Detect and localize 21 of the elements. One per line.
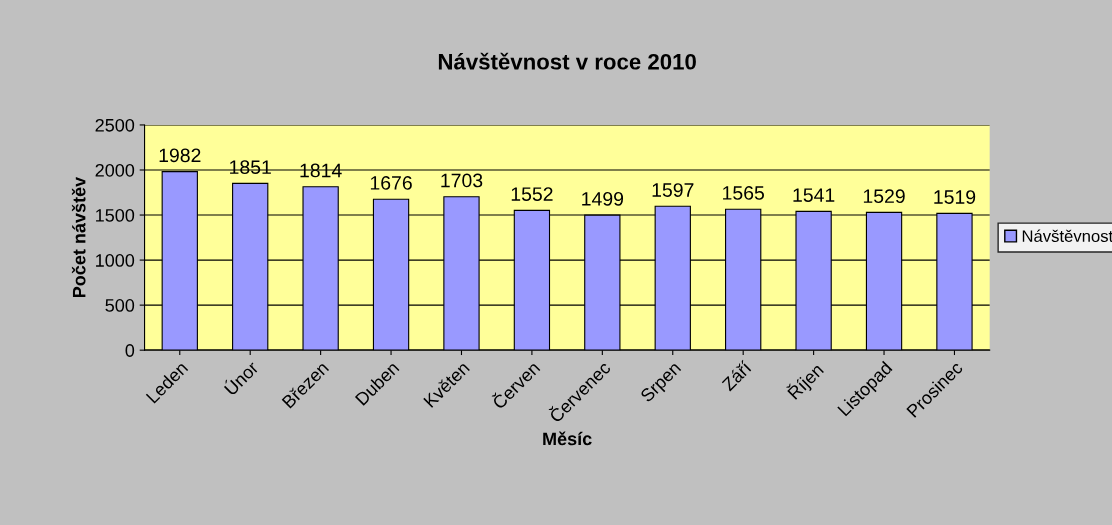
data-label: 1499 xyxy=(582,191,624,206)
x-axis-title: Měsíc xyxy=(543,431,592,446)
data-label: 1565 xyxy=(723,186,764,200)
data-label: 1597 xyxy=(652,183,694,197)
data-label: 1552 xyxy=(511,187,553,201)
chart-title: Návštěvnost v roce 2010 xyxy=(438,52,696,70)
y-axis-title: Počet návštěv xyxy=(71,176,86,298)
data-label: 1982 xyxy=(159,148,201,163)
y-tick-label: 2000 xyxy=(95,163,135,177)
data-label: 1703 xyxy=(441,173,483,188)
y-tick-label: 1000 xyxy=(96,254,135,267)
data-label: 1529 xyxy=(863,189,905,204)
y-tick-label: 0 xyxy=(125,344,135,357)
data-label: 1814 xyxy=(300,163,342,178)
y-tick-label: 500 xyxy=(105,299,135,312)
data-label: 1541 xyxy=(793,188,835,202)
y-tick-label: 1500 xyxy=(96,208,135,222)
data-label: 1676 xyxy=(370,176,412,190)
data-label: 1851 xyxy=(230,160,271,175)
y-tick-label: 2500 xyxy=(95,118,135,132)
data-label: 1519 xyxy=(934,190,976,204)
